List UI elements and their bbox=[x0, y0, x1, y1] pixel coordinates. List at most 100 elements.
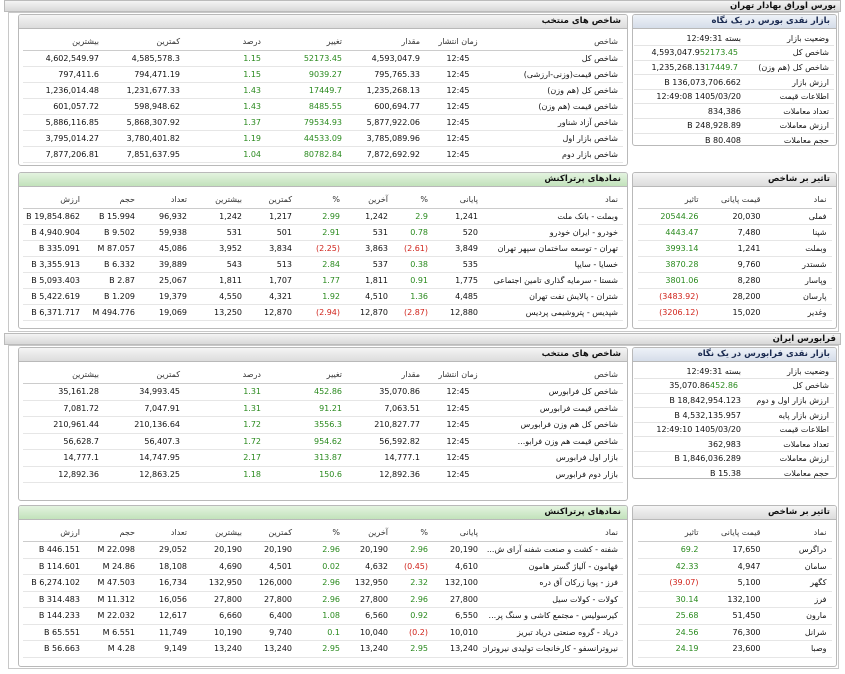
summary-value: بسته 12:49:31 bbox=[686, 33, 741, 43]
column-header: نماد bbox=[765, 191, 832, 209]
row-name: وبملت bbox=[765, 240, 832, 257]
cell: 4,485 bbox=[433, 288, 483, 305]
column-header: بیشترین bbox=[23, 366, 104, 384]
summary-label: ارزش بازار bbox=[746, 74, 834, 90]
cell: 10,040 bbox=[345, 624, 393, 641]
column-header: بیشترین bbox=[23, 33, 104, 51]
summary-row: اطلاعات قیمت 1405/03/20 12:49:08 bbox=[634, 89, 834, 105]
cell: 1.19 bbox=[185, 130, 266, 147]
column-header: کمترین bbox=[104, 366, 185, 384]
summary-value-cell: 18,842,954.123 B bbox=[634, 393, 746, 409]
row-name: شاخص کل هم وزن فرابورس bbox=[493, 416, 623, 434]
cell: 4,321 bbox=[247, 288, 297, 305]
cell: 132,950 bbox=[192, 574, 247, 592]
row-name: دریاد - گروه صنعتی دریاد تبریز bbox=[483, 624, 623, 641]
data-row: شاخص کل (هم وزن) 12:45 1,235,268.13 17449.7… bbox=[23, 82, 623, 99]
cell: 1.36 bbox=[393, 288, 433, 305]
row-name: فهامون - آلیاژ گستر هامون bbox=[483, 558, 623, 575]
cell: 19,379 bbox=[140, 288, 192, 305]
summary-value-cell: 1405/03/20 12:49:10 bbox=[634, 422, 746, 438]
cell: 96,932 bbox=[140, 208, 192, 225]
panel-title: بازار نقدی بورس در یک نگاه bbox=[633, 15, 836, 29]
cell: 24.56 bbox=[637, 624, 704, 641]
summary-label: وضعیت بازار bbox=[746, 31, 834, 47]
cell: 27,800 bbox=[433, 591, 483, 608]
indices-table: شاخص زمان انتشار مقدار تغییر درصد کمترین بیشتر… bbox=[23, 366, 623, 483]
column-header: تغییر bbox=[266, 366, 347, 384]
cell: 0.92 bbox=[393, 607, 433, 625]
cell: (2.94) bbox=[297, 304, 345, 321]
cell: 12:45 bbox=[425, 66, 493, 83]
cell: 4,585,578.3 bbox=[104, 50, 185, 67]
impact-panel: تاثیر بر شاخص نماد قیمت پایانی تاثیر دراگرس 1… bbox=[632, 505, 837, 667]
cell: 3,785,089.96 bbox=[347, 130, 425, 147]
cell: 446.151 B bbox=[23, 541, 85, 559]
row-name: شاخص قیمت فرابورس bbox=[493, 400, 623, 417]
cell: 2.17 bbox=[185, 449, 266, 467]
cell: 1.77 bbox=[297, 272, 345, 289]
cell: 313.87 bbox=[266, 449, 347, 467]
cell: 1,236,014.48 bbox=[23, 82, 104, 99]
cell: 3,863 bbox=[345, 240, 393, 257]
column-header: نماد bbox=[483, 524, 623, 542]
data-row: شاخص قیمت(وزنی-ارزشی) 12:45 795,765.33 9039… bbox=[23, 66, 623, 83]
cell: 34,993.45 bbox=[104, 383, 185, 401]
summary-value: 18,842,954.123 B bbox=[669, 395, 741, 405]
row-name: شستدر bbox=[765, 256, 832, 273]
summary-label: تعداد معاملات bbox=[746, 103, 834, 120]
cell: 501 bbox=[247, 224, 297, 241]
data-row: شرانل 76,300 24.56 bbox=[637, 624, 832, 641]
column-header: ارزش bbox=[23, 524, 85, 542]
data-row: وبملت 1,241 3993.14 bbox=[637, 240, 832, 257]
cell: 2.96 bbox=[297, 541, 345, 559]
cell: 25,067 bbox=[140, 272, 192, 289]
column-header: تاثیر bbox=[637, 524, 704, 542]
cell: 4,602,549.97 bbox=[23, 50, 104, 67]
cell: 12,863.25 bbox=[104, 466, 185, 483]
column-header: % bbox=[393, 191, 433, 209]
row-name: شپنا bbox=[765, 224, 832, 241]
cell: 1,231,677.33 bbox=[104, 82, 185, 99]
cell: 13,240 bbox=[433, 640, 483, 658]
cell: 3,795,014.27 bbox=[23, 130, 104, 147]
row-name: شفنه - کشت و صنعت شفنه آرای ش... bbox=[483, 541, 623, 559]
row-name: شرانل bbox=[765, 624, 832, 641]
summary-value-cell: 4,532,135.957 B bbox=[634, 407, 746, 423]
cell: 126,000 bbox=[247, 574, 297, 592]
cell: 1.37 bbox=[185, 114, 266, 131]
cell: 13,240 bbox=[247, 640, 297, 658]
cell: 12:45 bbox=[425, 50, 493, 67]
cell: 4,610 bbox=[433, 558, 483, 575]
header-row: نماد قیمت پایانی تاثیر bbox=[637, 524, 832, 542]
cell: 210,136.64 bbox=[104, 416, 185, 434]
cell: 11,749 bbox=[140, 624, 192, 641]
cell: 3801.06 bbox=[637, 272, 704, 289]
summary-label: حجم معاملات bbox=[746, 466, 834, 478]
data-row: سامان 4,947 42.33 bbox=[637, 558, 832, 575]
cell: (3206.12) bbox=[637, 304, 704, 321]
row-name: مارون bbox=[765, 607, 832, 625]
cell: 12:45 bbox=[425, 114, 493, 131]
data-row: خودرو - ایران خودرو 520 0.78 531 2.91 501 531 5… bbox=[23, 224, 623, 241]
summary-row: اطلاعات قیمت 1405/03/20 12:49:10 bbox=[634, 422, 834, 438]
cell: 12:45 bbox=[425, 433, 493, 450]
data-row: نیروترانسفو - کارخانجات تولیدی نیروتران.… bbox=[23, 640, 623, 658]
cell: 12,617 bbox=[140, 607, 192, 625]
summary-label: ارزش معاملات bbox=[746, 451, 834, 467]
cell: 56.663 B bbox=[23, 640, 85, 658]
cell: 3,952 bbox=[192, 240, 247, 257]
cell: 132,100 bbox=[433, 574, 483, 592]
summary-row: ارزش بازار 136,073,706.662 B bbox=[634, 74, 834, 90]
column-header: % bbox=[297, 191, 345, 209]
cell: 24.86 M bbox=[85, 558, 140, 575]
summary-value-cell: 80.408 B bbox=[634, 133, 746, 145]
summary-value: 248,928.89 B bbox=[687, 121, 741, 131]
row-name: شاخص بازار اول bbox=[493, 130, 623, 147]
cell: 7,047.91 bbox=[104, 400, 185, 417]
cell: 1,235,268.13 bbox=[347, 82, 425, 99]
summary-value: 1,846,036.289 B bbox=[674, 454, 741, 464]
panel-title: تاثیر بر شاخص bbox=[633, 173, 836, 187]
impact-panel: تاثیر بر شاخص نماد قیمت پایانی تاثیر فملی 20,… bbox=[632, 172, 837, 329]
cell: 1.15 bbox=[185, 66, 266, 83]
